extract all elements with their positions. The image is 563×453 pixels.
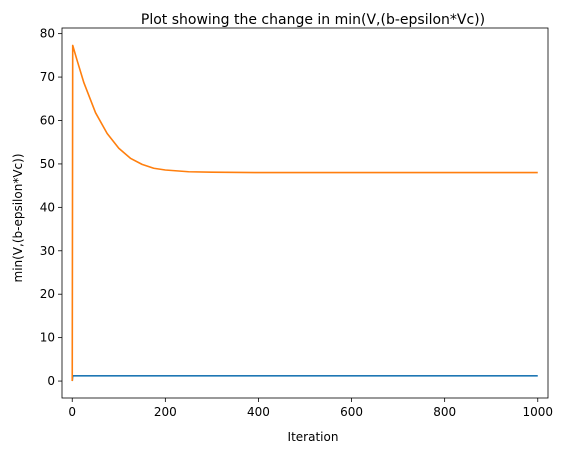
x-axis-label: Iteration (288, 430, 339, 444)
x-tick-label: 200 (154, 405, 177, 419)
axes-layer: 0 200 400 600 800 1000 0 10 20 30 40 50 60 70 80 (40, 27, 553, 419)
y-tick-label: 30 (40, 244, 55, 258)
y-tick-label: 0 (47, 374, 55, 388)
y-tick-label: 70 (40, 70, 55, 84)
series-layer (71, 44, 538, 382)
chart-title: Plot showing the change in min(V,(b-epsi… (141, 12, 485, 28)
y-tick-label: 20 (40, 287, 55, 301)
y-tick-label: 10 (40, 331, 55, 345)
y-tick-label: 50 (40, 157, 55, 171)
y-tick-label: 60 (40, 114, 55, 128)
y-axis-label: min(V,(b-epsilon*Vc)) (11, 154, 25, 283)
x-tick-label: 0 (68, 405, 76, 419)
x-tick-label: 800 (433, 405, 456, 419)
y-tick-label: 80 (40, 27, 55, 41)
x-tick-label: 400 (247, 405, 270, 419)
x-tick-label: 1000 (522, 405, 553, 419)
series-line-2 (71, 44, 538, 382)
y-tick-label: 40 (40, 200, 55, 214)
plot-frame (61, 27, 549, 399)
x-tick-label: 600 (340, 405, 363, 419)
